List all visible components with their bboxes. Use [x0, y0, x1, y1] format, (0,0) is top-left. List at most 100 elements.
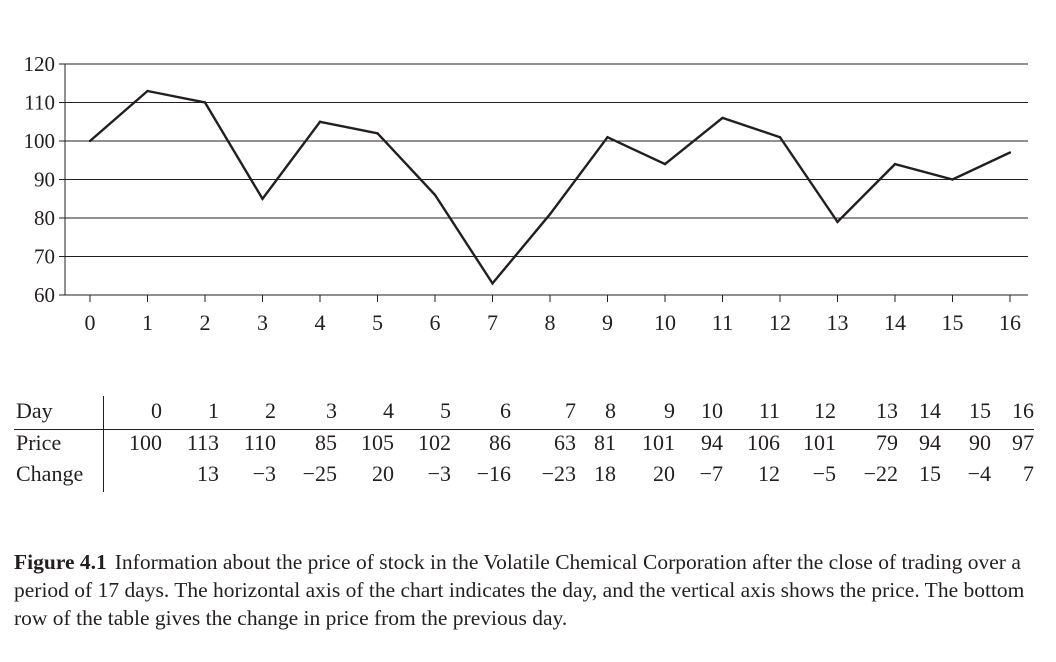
data-point-day-1	[146, 89, 149, 93]
x-tick-label-13: 13	[827, 310, 849, 335]
data-point-day-5	[376, 132, 379, 135]
table-cell-day-11: 11	[758, 398, 780, 423]
y-tick-label-120: 120	[24, 52, 56, 76]
y-tick-label-60: 60	[34, 283, 55, 307]
table-cell-day-7: 7	[565, 398, 576, 423]
table-cell-price-0: 100	[129, 430, 162, 455]
table-cell-day-3: 3	[326, 398, 337, 423]
x-tick-label-8: 8	[545, 310, 556, 335]
table-cell-day-13: 13	[876, 398, 898, 423]
caption-text: Information about the price of stock in …	[14, 550, 1025, 630]
table-cell-day-16: 16	[1012, 398, 1034, 423]
table-cell-price-9: 101	[642, 430, 675, 455]
data-point-day-10	[663, 162, 667, 166]
x-tick-label-3: 3	[257, 310, 268, 335]
data-point-day-14	[893, 162, 897, 166]
table-cell-price-15: 90	[969, 430, 991, 455]
x-tick-label-10: 10	[654, 310, 676, 335]
table-cell-price-7: 63	[554, 430, 576, 455]
table-cell-change-2: −3	[252, 461, 276, 486]
data-point-day-2	[203, 101, 207, 104]
row-label-price: Price	[16, 430, 62, 455]
x-tick-label-1: 1	[142, 310, 153, 335]
table-cell-day-9: 9	[664, 398, 675, 423]
table-cell-change-14: 15	[919, 461, 941, 486]
table-cell-day-14: 14	[919, 398, 941, 423]
y-tick-label-110: 110	[24, 91, 55, 115]
x-tick-label-2: 2	[200, 310, 211, 335]
x-tick-label-14: 14	[884, 310, 906, 335]
table-cell-change-10: −7	[699, 461, 723, 486]
data-point-day-11	[721, 116, 724, 120]
table-cell-price-12: 101	[803, 430, 836, 455]
y-tick-label-70: 70	[34, 245, 55, 269]
table-cell-change-7: −23	[541, 461, 576, 486]
x-tick-label-4: 4	[315, 310, 326, 335]
x-tick-label-12: 12	[769, 310, 791, 335]
row-label-change: Change	[16, 461, 84, 486]
table-cell-change-6: −16	[476, 461, 511, 486]
data-point-day-4	[318, 120, 322, 123]
table-cell-price-13: 79	[876, 430, 898, 455]
table-cell-price-16: 97	[1012, 430, 1034, 455]
table-cell-day-0: 0	[151, 398, 162, 423]
table-cell-change-12: −5	[812, 461, 836, 486]
table-cell-day-8: 8	[605, 398, 616, 423]
table-cell-change-9: 20	[653, 461, 675, 486]
table-cell-price-14: 94	[919, 430, 941, 455]
table-vertical-rule	[103, 396, 104, 492]
table-cell-change-13: −22	[863, 461, 898, 486]
table-cell-change-11: 12	[758, 461, 780, 486]
x-tick-label-5: 5	[372, 310, 383, 335]
table-cell-day-5: 5	[440, 398, 451, 423]
data-point-day-0	[88, 139, 92, 143]
x-tick-label-9: 9	[602, 310, 613, 335]
x-tick-label-15: 15	[942, 310, 964, 335]
y-tick-label-80: 80	[34, 206, 55, 230]
table-cell-price-3: 85	[315, 430, 337, 455]
table-cell-price-11: 106	[747, 430, 780, 455]
data-point-day-9	[606, 135, 609, 139]
table-cell-change-15: −4	[967, 461, 991, 486]
table-cell-day-12: 12	[814, 398, 836, 423]
row-label-day: Day	[16, 398, 53, 423]
table-row-change: Change 13 −3 −25 20 −3 −16 −23 18 20 −7 12 −5 −22 15 −…	[14, 459, 1034, 489]
table-cell-price-5: 102	[418, 430, 451, 455]
table-cell-day-10: 10	[701, 398, 723, 423]
x-tick-label-11: 11	[712, 310, 733, 335]
table-cell-change-5: −3	[427, 461, 451, 486]
table-cell-day-4: 4	[383, 398, 394, 423]
data-point-day-12	[778, 135, 782, 139]
table-horizontal-rule	[14, 429, 1034, 430]
table-cell-day-2: 2	[265, 398, 276, 423]
x-tick-label-16: 16	[999, 310, 1021, 335]
price-series-line	[89, 89, 1011, 286]
data-point-day-3	[261, 197, 264, 200]
table-cell-change-8: 18	[594, 461, 616, 486]
table-cell-change-4: 20	[372, 461, 394, 486]
table-cell-price-2: 110	[243, 430, 276, 455]
x-tick-label-0: 0	[85, 310, 96, 335]
figure-caption: Figure 4.1 Information about the price of…	[14, 548, 1038, 632]
table-cell-change-3: −25	[302, 461, 337, 486]
data-point-day-16	[1008, 151, 1012, 154]
data-point-day-7	[491, 282, 494, 285]
x-tick-label-7: 7	[487, 310, 498, 335]
figure-label: Figure 4.1	[14, 550, 107, 574]
table-cell-price-6: 86	[489, 430, 511, 455]
table-cell-price-8: 81	[594, 430, 616, 455]
table-cell-day-1: 1	[208, 398, 219, 423]
table-cell-change-16: 7	[1023, 461, 1034, 486]
table-cell-price-1: 113	[186, 430, 219, 455]
y-tick-label-100: 100	[24, 129, 56, 153]
table-cell-price-4: 105	[361, 430, 394, 455]
x-tick-label-6: 6	[430, 310, 441, 335]
table-cell-price-10: 94	[701, 430, 723, 455]
data-point-day-15	[951, 178, 954, 181]
data-point-day-13	[836, 220, 839, 224]
y-tick-label-90: 90	[34, 168, 55, 192]
table-cell-change-1: 13	[197, 461, 219, 486]
table-row-price: Price 100 113 110 85 105 102 86 63 81 101 94 106 101…	[14, 428, 1034, 458]
data-point-day-8	[548, 212, 552, 216]
